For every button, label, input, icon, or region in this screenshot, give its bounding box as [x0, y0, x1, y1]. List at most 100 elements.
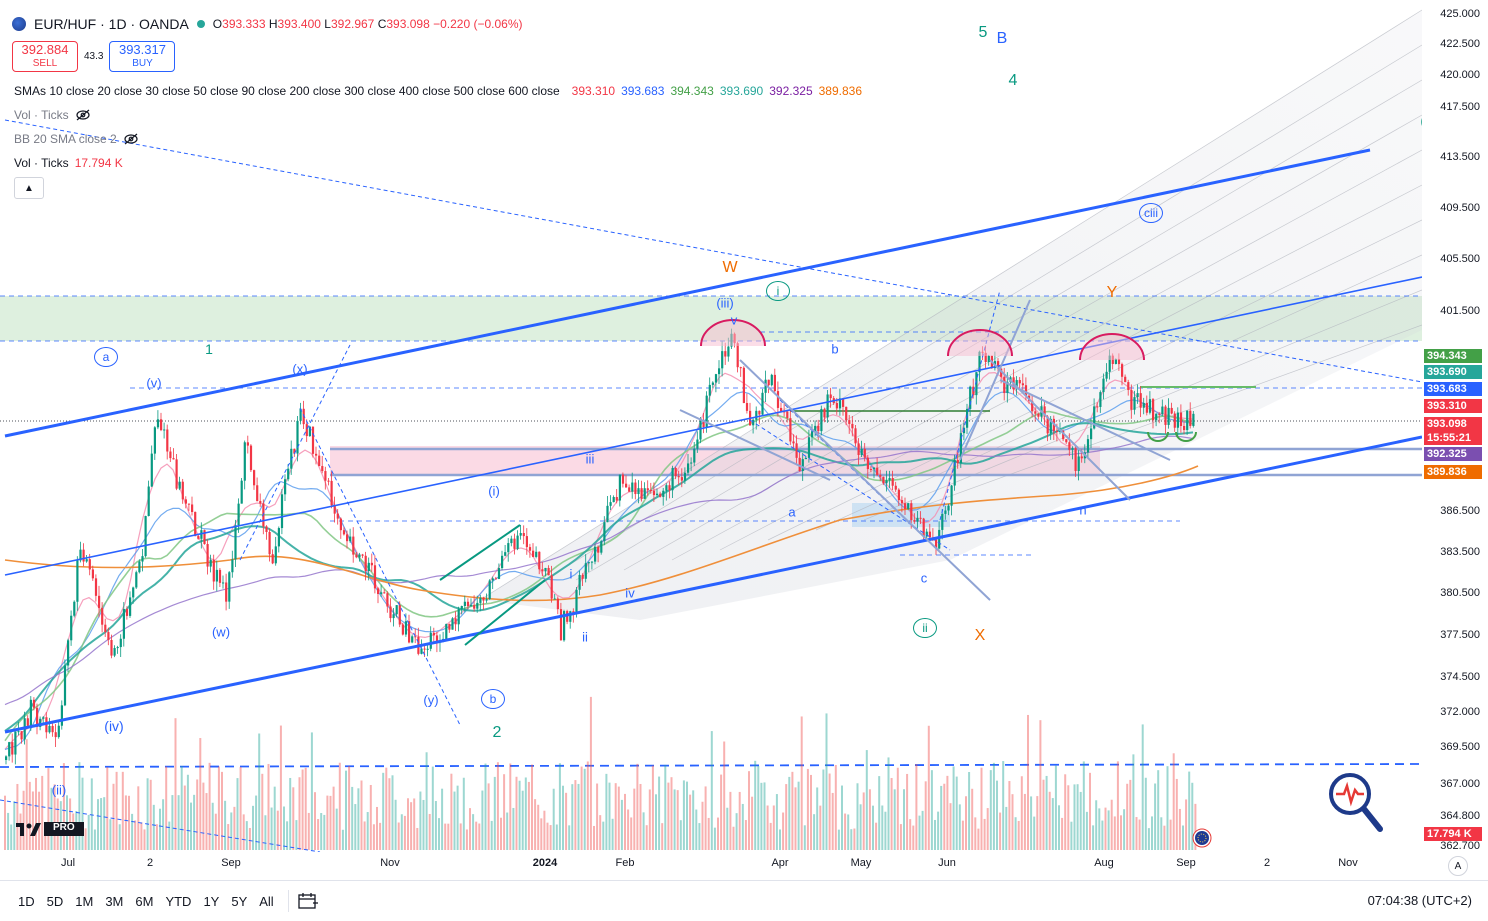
wave-label[interactable]: 4: [1008, 72, 1018, 89]
volume-bar: [41, 775, 44, 850]
collapse-legend-button[interactable]: ▲: [14, 177, 44, 199]
timeframe-ytd-button[interactable]: YTD: [165, 893, 192, 909]
sma-legend[interactable]: SMAs 10 close 20 close 30 close 50 close…: [14, 84, 874, 98]
candle: [445, 623, 448, 641]
price-axis-label: 362.700: [1440, 840, 1480, 852]
candle: [135, 570, 138, 589]
wave-label[interactable]: (iii): [716, 295, 734, 311]
time-axis-label: Nov: [1338, 857, 1358, 869]
sell-button[interactable]: 392.884 SELL: [12, 41, 78, 72]
candle: [110, 634, 113, 659]
circled-wave-label[interactable]: i: [766, 281, 790, 301]
wave-label[interactable]: X: [974, 627, 986, 644]
candle: [860, 440, 863, 457]
vol-ticks-hidden-legend[interactable]: Vol · Ticks: [14, 108, 90, 122]
wave-label[interactable]: (v): [146, 375, 162, 391]
candle: [144, 515, 147, 558]
candle: [547, 565, 550, 576]
wave-label[interactable]: v: [730, 312, 738, 328]
wave-label[interactable]: iii: [585, 451, 595, 467]
volume-bar: [868, 789, 871, 850]
top-arc: [700, 319, 766, 347]
volume-bar: [512, 807, 515, 850]
volume-bar: [667, 782, 670, 850]
circled-wave-label[interactable]: b: [481, 689, 505, 709]
candle: [1074, 445, 1077, 477]
symbol-title[interactable]: EUR/HUF · 1D · OANDA: [34, 16, 189, 32]
price-axis[interactable]: 425.000 422.500 420.000 417.500 413.500 409.5…: [1422, 0, 1488, 852]
wave-label[interactable]: i: [569, 566, 573, 582]
wave-label[interactable]: 1: [205, 341, 213, 357]
volume-bar: [661, 823, 664, 850]
candle: [1021, 373, 1024, 392]
candle: [900, 496, 904, 513]
timeframe-1y-button[interactable]: 1Y: [203, 893, 220, 909]
timeframe-6m-button[interactable]: 6M: [135, 893, 154, 909]
chart-area[interactable]: EUR/HUF · 1D · OANDA O393.333 H393.400 L…: [0, 0, 1488, 880]
wave-label[interactable]: iv: [625, 585, 635, 601]
wave-label[interactable]: b: [831, 341, 839, 357]
wave-label[interactable]: B: [996, 30, 1008, 47]
wave-label[interactable]: 2: [492, 724, 502, 741]
time-axis[interactable]: Jul 2 Sep Nov 2024 Feb Apr May Jun Aug Sep 2 Nov: [0, 852, 1422, 876]
volume-bar: [527, 781, 530, 850]
candle: [1136, 384, 1139, 404]
timeframe-1m-button[interactable]: 1M: [75, 893, 94, 909]
wave-label[interactable]: a: [788, 504, 796, 520]
candle: [671, 465, 674, 499]
candle: [773, 368, 776, 395]
circled-wave-label[interactable]: ii: [913, 618, 937, 638]
wave-label[interactable]: Y: [1106, 284, 1118, 301]
timeframe-all-button[interactable]: All: [259, 893, 274, 909]
wave-label[interactable]: (ii): [51, 782, 67, 798]
candle: [1037, 413, 1040, 420]
buy-button[interactable]: 393.317 BUY: [109, 41, 176, 72]
wave-label[interactable]: c: [920, 570, 928, 586]
volume-bar: [1172, 753, 1175, 850]
candle: [268, 528, 271, 562]
timeframe-5d-button[interactable]: 5D: [46, 893, 64, 909]
circled-wave-label[interactable]: a: [94, 347, 118, 367]
candle: [172, 448, 175, 460]
wave-label[interactable]: (i): [488, 483, 500, 499]
candle: [646, 480, 649, 496]
eye-crossed-icon[interactable]: [75, 108, 90, 122]
wave-label[interactable]: 5: [978, 24, 988, 41]
clock-timezone[interactable]: 07:04:38 (UTC+2): [1367, 893, 1472, 908]
tv-logo-icon: [16, 822, 84, 836]
candle: [885, 470, 888, 492]
volume-bar: [695, 809, 698, 850]
auto-scale-button[interactable]: A: [1448, 856, 1468, 876]
zoom-magnifier-icon[interactable]: [1326, 772, 1384, 839]
wave-label[interactable]: W: [722, 259, 738, 276]
timeframe-3m-button[interactable]: 3M: [105, 893, 124, 909]
candle: [5, 755, 8, 765]
candle: [398, 601, 401, 628]
bb-hidden-legend[interactable]: BB 20 SMA close 2: [14, 132, 138, 146]
timeframe-1d-button[interactable]: 1D: [18, 893, 35, 909]
candle: [913, 513, 916, 524]
volume-bar: [946, 775, 949, 850]
wave-label[interactable]: (iv): [104, 718, 124, 734]
eye-crossed-icon[interactable]: [123, 132, 138, 146]
volume-bar: [593, 825, 595, 850]
price-axis-label: 422.500: [1440, 38, 1480, 50]
circled-wave-label[interactable]: ciii: [1139, 203, 1163, 223]
candle: [1170, 402, 1173, 415]
price-badge: 393.098: [1424, 417, 1482, 431]
price-chart-canvas[interactable]: [0, 0, 1422, 852]
timeframe-5y-button[interactable]: 5Y: [231, 893, 248, 909]
wave-label[interactable]: (w): [211, 624, 231, 640]
wave-label[interactable]: (y): [423, 692, 439, 708]
date-range-icon[interactable]: [297, 891, 319, 911]
wave-label[interactable]: ii: [582, 629, 588, 645]
vol-ticks-legend[interactable]: Vol · Ticks 17.794 K: [14, 156, 123, 170]
trend-channel-line: [4, 435, 1422, 734]
globe-icon[interactable]: [1192, 828, 1212, 853]
wave-label[interactable]: (x): [292, 361, 308, 377]
volume-bar: [1030, 796, 1033, 850]
wave-label[interactable]: n: [1079, 502, 1087, 518]
candle: [919, 511, 922, 524]
candle: [876, 457, 879, 477]
tradingview-logo[interactable]: PRO: [16, 821, 86, 837]
